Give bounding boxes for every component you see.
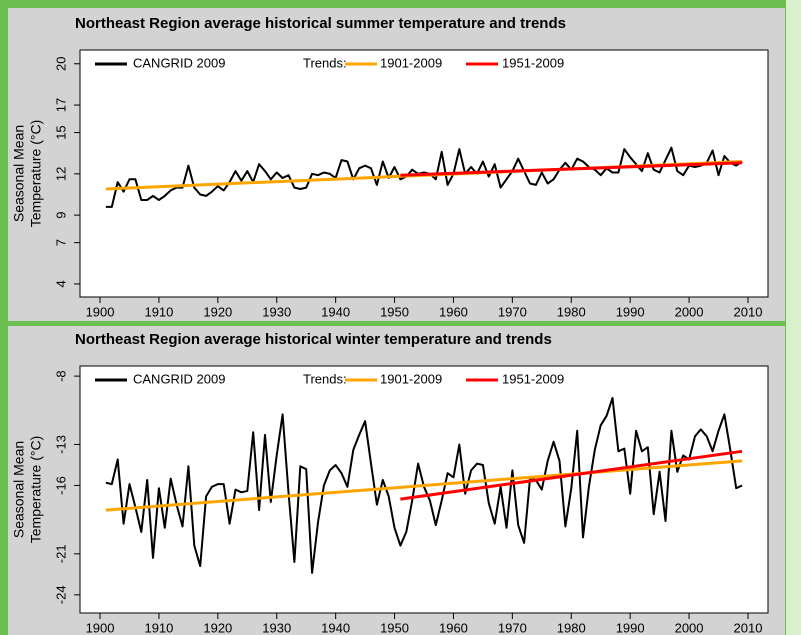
chart-title: Northeast Region average historical wint… [75, 331, 552, 348]
x-tick-label: 1970 [498, 620, 527, 635]
x-tick-label: 1950 [380, 304, 409, 319]
x-tick-label: 1900 [86, 304, 115, 319]
y-axis-label: Temperature (°C) [28, 436, 44, 544]
x-tick-label: 1980 [557, 304, 586, 319]
y-tick-label: 20 [53, 57, 68, 71]
x-tick-label: 1910 [144, 620, 173, 635]
plot-area [79, 365, 769, 614]
x-tick-label: 2010 [734, 620, 763, 635]
legend-label: CANGRID 2009 [133, 55, 225, 70]
legend-title: Trends: [303, 55, 347, 70]
legend-label: 1901-2009 [380, 371, 442, 386]
x-tick-label: 1930 [262, 620, 291, 635]
panel-chart: Northeast Region average historical summ… [11, 15, 769, 319]
trend-line [105, 459, 743, 512]
y-tick-label: -24 [53, 585, 68, 604]
x-tick-label: 2000 [675, 304, 704, 319]
y-tick-label: 17 [53, 98, 68, 112]
y-tick-label: -13 [53, 435, 68, 454]
x-tick-label: 1940 [321, 304, 350, 319]
x-tick-label: 1960 [439, 620, 468, 635]
x-tick-label: 1950 [380, 620, 409, 635]
legend-label: 1901-2009 [380, 55, 442, 70]
x-tick-label: 1980 [557, 620, 586, 635]
x-tick-label: 1940 [321, 620, 350, 635]
y-tick-label: 9 [53, 212, 68, 219]
legend-title: Trends: [303, 371, 347, 386]
y-axis-label: Temperature (°C) [28, 120, 44, 228]
panel-chart: Northeast Region average historical wint… [11, 331, 769, 635]
x-tick-label: 1990 [616, 620, 645, 635]
chart-title: Northeast Region average historical summ… [75, 15, 566, 32]
x-tick-label: 1930 [262, 304, 291, 319]
legend-label: 1951-2009 [502, 371, 564, 386]
y-tick-label: 12 [53, 167, 68, 181]
x-tick-label: 1970 [498, 304, 527, 319]
x-tick-label: 1990 [616, 304, 645, 319]
data-line [105, 146, 743, 208]
y-tick-label: 15 [53, 125, 68, 139]
x-tick-label: 1920 [203, 304, 232, 319]
plot-area [79, 49, 769, 298]
x-tick-label: 1910 [144, 304, 173, 319]
y-tick-label: -8 [53, 370, 68, 382]
y-tick-label: -16 [53, 476, 68, 495]
trend-line [400, 161, 743, 177]
x-tick-label: 1920 [203, 620, 232, 635]
x-tick-label: 1960 [439, 304, 468, 319]
trend-line [400, 449, 743, 501]
x-tick-label: 2010 [734, 304, 763, 319]
side-strip [786, 0, 801, 635]
y-axis-label: Seasonal Mean [11, 125, 27, 222]
x-tick-label: 1900 [86, 620, 115, 635]
legend-label: 1951-2009 [502, 55, 564, 70]
x-tick-label: 2000 [675, 620, 704, 635]
y-tick-label: -21 [53, 544, 68, 563]
y-tick-label: 7 [53, 239, 68, 246]
y-tick-label: 4 [53, 280, 68, 287]
y-axis-label: Seasonal Mean [11, 441, 27, 538]
legend-label: CANGRID 2009 [133, 371, 225, 386]
